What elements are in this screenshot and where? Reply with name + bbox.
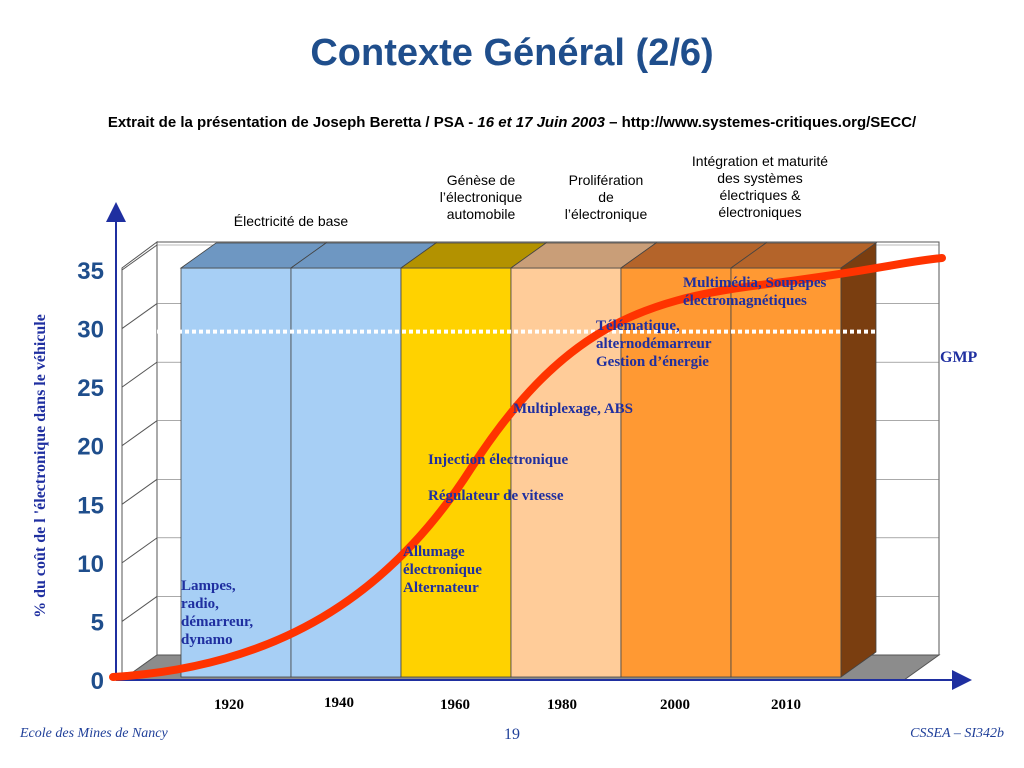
annotation-line: Multiplexage, ABS: [513, 401, 633, 417]
x-tick-labels: 1920 1940 1960 1980 2000 2010: [214, 695, 801, 713]
y-tick-0: 0: [91, 668, 104, 695]
phase-column-4: [620, 267, 732, 678]
y-tick-5: 5: [91, 609, 104, 636]
page-number: 19: [504, 726, 520, 743]
annotations: Lampes, radio, démarreur, dynamo Allumage éle…: [181, 275, 827, 648]
phase-label-1: Génèse de l’électronique automobile: [440, 172, 523, 222]
trend-curve: [109, 254, 946, 681]
annotation-0: Lampes, radio, démarreur, dynamo: [181, 578, 253, 648]
phase-column-0: [180, 267, 292, 678]
footer-school: Ecole des Mines de Nancy: [20, 726, 168, 741]
x-label-2000: 2000: [660, 697, 690, 713]
gridline-left-15: [121, 478, 158, 505]
phase-label-line: électroniques: [718, 204, 801, 220]
phase-label-line: Intégration et maturité: [692, 153, 828, 169]
annotation-6: Multimédia, Soupapes électromagnétiques: [683, 275, 827, 309]
gridline-left-30: [121, 303, 158, 329]
subtitle-date: 16 et 17 Juin 2003: [477, 114, 605, 131]
y-tick-10: 10: [77, 551, 104, 578]
annotation-3: Injection électronique: [428, 452, 568, 468]
annotation-line: Multimédia, Soupapes: [683, 275, 827, 291]
subtitle-url: – http://www.systemes-critiques.org/SECC…: [604, 114, 917, 131]
annotation-line: électronique: [403, 562, 482, 578]
gridline-left-10: [121, 537, 158, 564]
gridline-left-35: [121, 244, 158, 271]
phase-label-0: Électricité de base: [234, 213, 349, 229]
phase-label-line: automobile: [447, 206, 516, 222]
y-tick-25: 25: [77, 375, 104, 402]
annotation-line: Allumage: [403, 544, 465, 560]
y-tick-20: 20: [77, 434, 104, 461]
phase-column-side: [840, 242, 877, 678]
x-label-1980: 1980: [547, 697, 577, 713]
annotation-line: Télématique,: [596, 318, 680, 334]
gmp-label: GMP: [940, 349, 978, 366]
annotation-line: démarreur,: [181, 614, 253, 630]
phase-label-line: l’électronique: [440, 189, 523, 205]
gridline-left-20: [121, 420, 158, 447]
annotation-line: électromagnétiques: [683, 293, 807, 309]
annotation-line: radio,: [181, 596, 219, 612]
phase-column-5: [730, 267, 842, 678]
phase-label-3: Intégration et maturité des systèmes élect…: [692, 153, 828, 220]
phase-label-line: l’électronique: [565, 206, 648, 222]
annotation-line: Alternateur: [403, 580, 479, 596]
gridline-left-5: [121, 596, 158, 622]
phase-label-line: de: [598, 189, 614, 205]
x-label-1960: 1960: [440, 697, 470, 713]
subtitle-plain: Extrait de la présentation de Joseph Ber…: [107, 114, 478, 131]
phase-column-3: [510, 267, 622, 678]
footer-course: CSSEA – SI342b: [910, 726, 1004, 741]
phase-label-line: Électricité de base: [234, 213, 349, 229]
phase-columns: [179, 242, 878, 678]
subtitle: Extrait de la présentation de Joseph Ber…: [0, 114, 1024, 131]
gridline-left-25: [121, 361, 158, 388]
phase-column-2: [400, 267, 512, 678]
annotation-4: Multiplexage, ABS: [513, 401, 633, 417]
annotation-line: Injection électronique: [428, 452, 568, 468]
phase-label-line: Génèse de: [447, 172, 516, 188]
annotation-line: Lampes,: [181, 578, 236, 594]
phase-label-2: Prolifération de l’électronique: [565, 172, 648, 222]
x-label-1920: 1920: [214, 697, 244, 713]
phase-label-line: des systèmes: [717, 170, 803, 186]
annotation-line: alternodémarreur: [596, 336, 712, 352]
annotation-2: Régulateur de vitesse: [428, 488, 564, 504]
annotation-5: Télématique, alternodémarreur Gestion d’én…: [596, 318, 712, 370]
y-tick-35: 35: [77, 258, 104, 285]
phase-label-line: électriques &: [720, 187, 802, 203]
x-label-2010: 2010: [771, 697, 801, 713]
y-tick-15: 15: [77, 492, 104, 519]
annotation-line: Gestion d’énergie: [596, 354, 709, 370]
annotation-line: Régulateur de vitesse: [428, 488, 564, 504]
phase-label-line: Prolifération: [569, 172, 644, 188]
annotation-1: Allumage électronique Alternateur: [403, 544, 482, 596]
x-label-1940: 1940: [324, 695, 354, 711]
y-tick-30: 30: [77, 317, 104, 344]
annotation-line: dynamo: [181, 632, 233, 648]
phase-column-1: [290, 267, 402, 678]
y-axis-label: % du coût de l 'électronique dans le véh…: [32, 314, 49, 618]
page-title: Contexte Général (2/6): [310, 32, 714, 74]
y-tick-labels: 0 5 10 15 20 25 30 35: [77, 258, 104, 695]
